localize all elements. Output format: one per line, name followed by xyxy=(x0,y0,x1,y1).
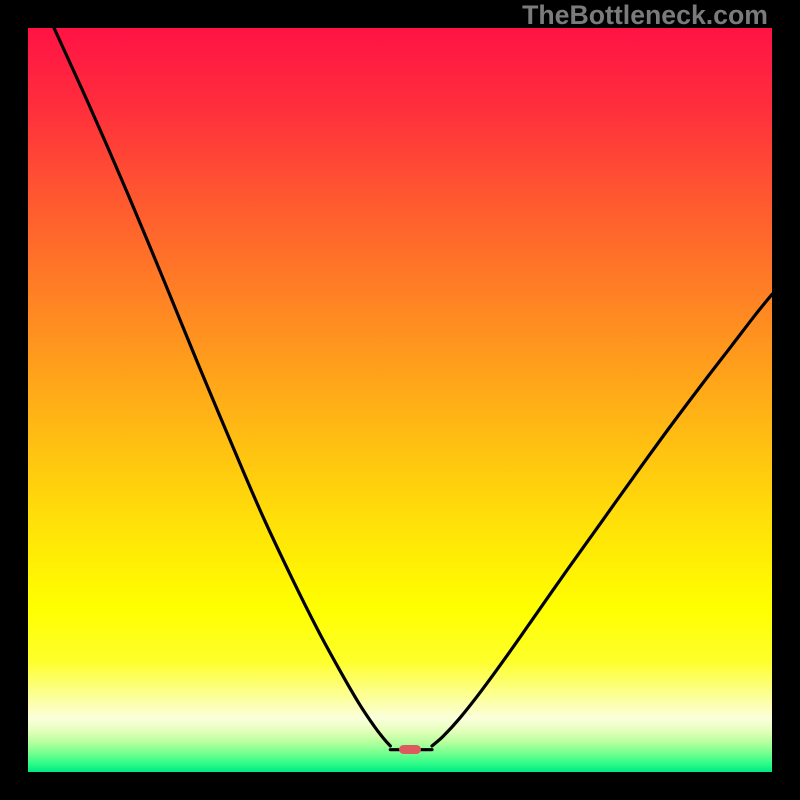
optimal-marker xyxy=(399,745,421,754)
chart-frame: TheBottleneck.com xyxy=(0,0,800,800)
plot-area xyxy=(28,28,772,772)
watermark-text: TheBottleneck.com xyxy=(522,0,768,31)
bottleneck-curve xyxy=(28,28,772,772)
